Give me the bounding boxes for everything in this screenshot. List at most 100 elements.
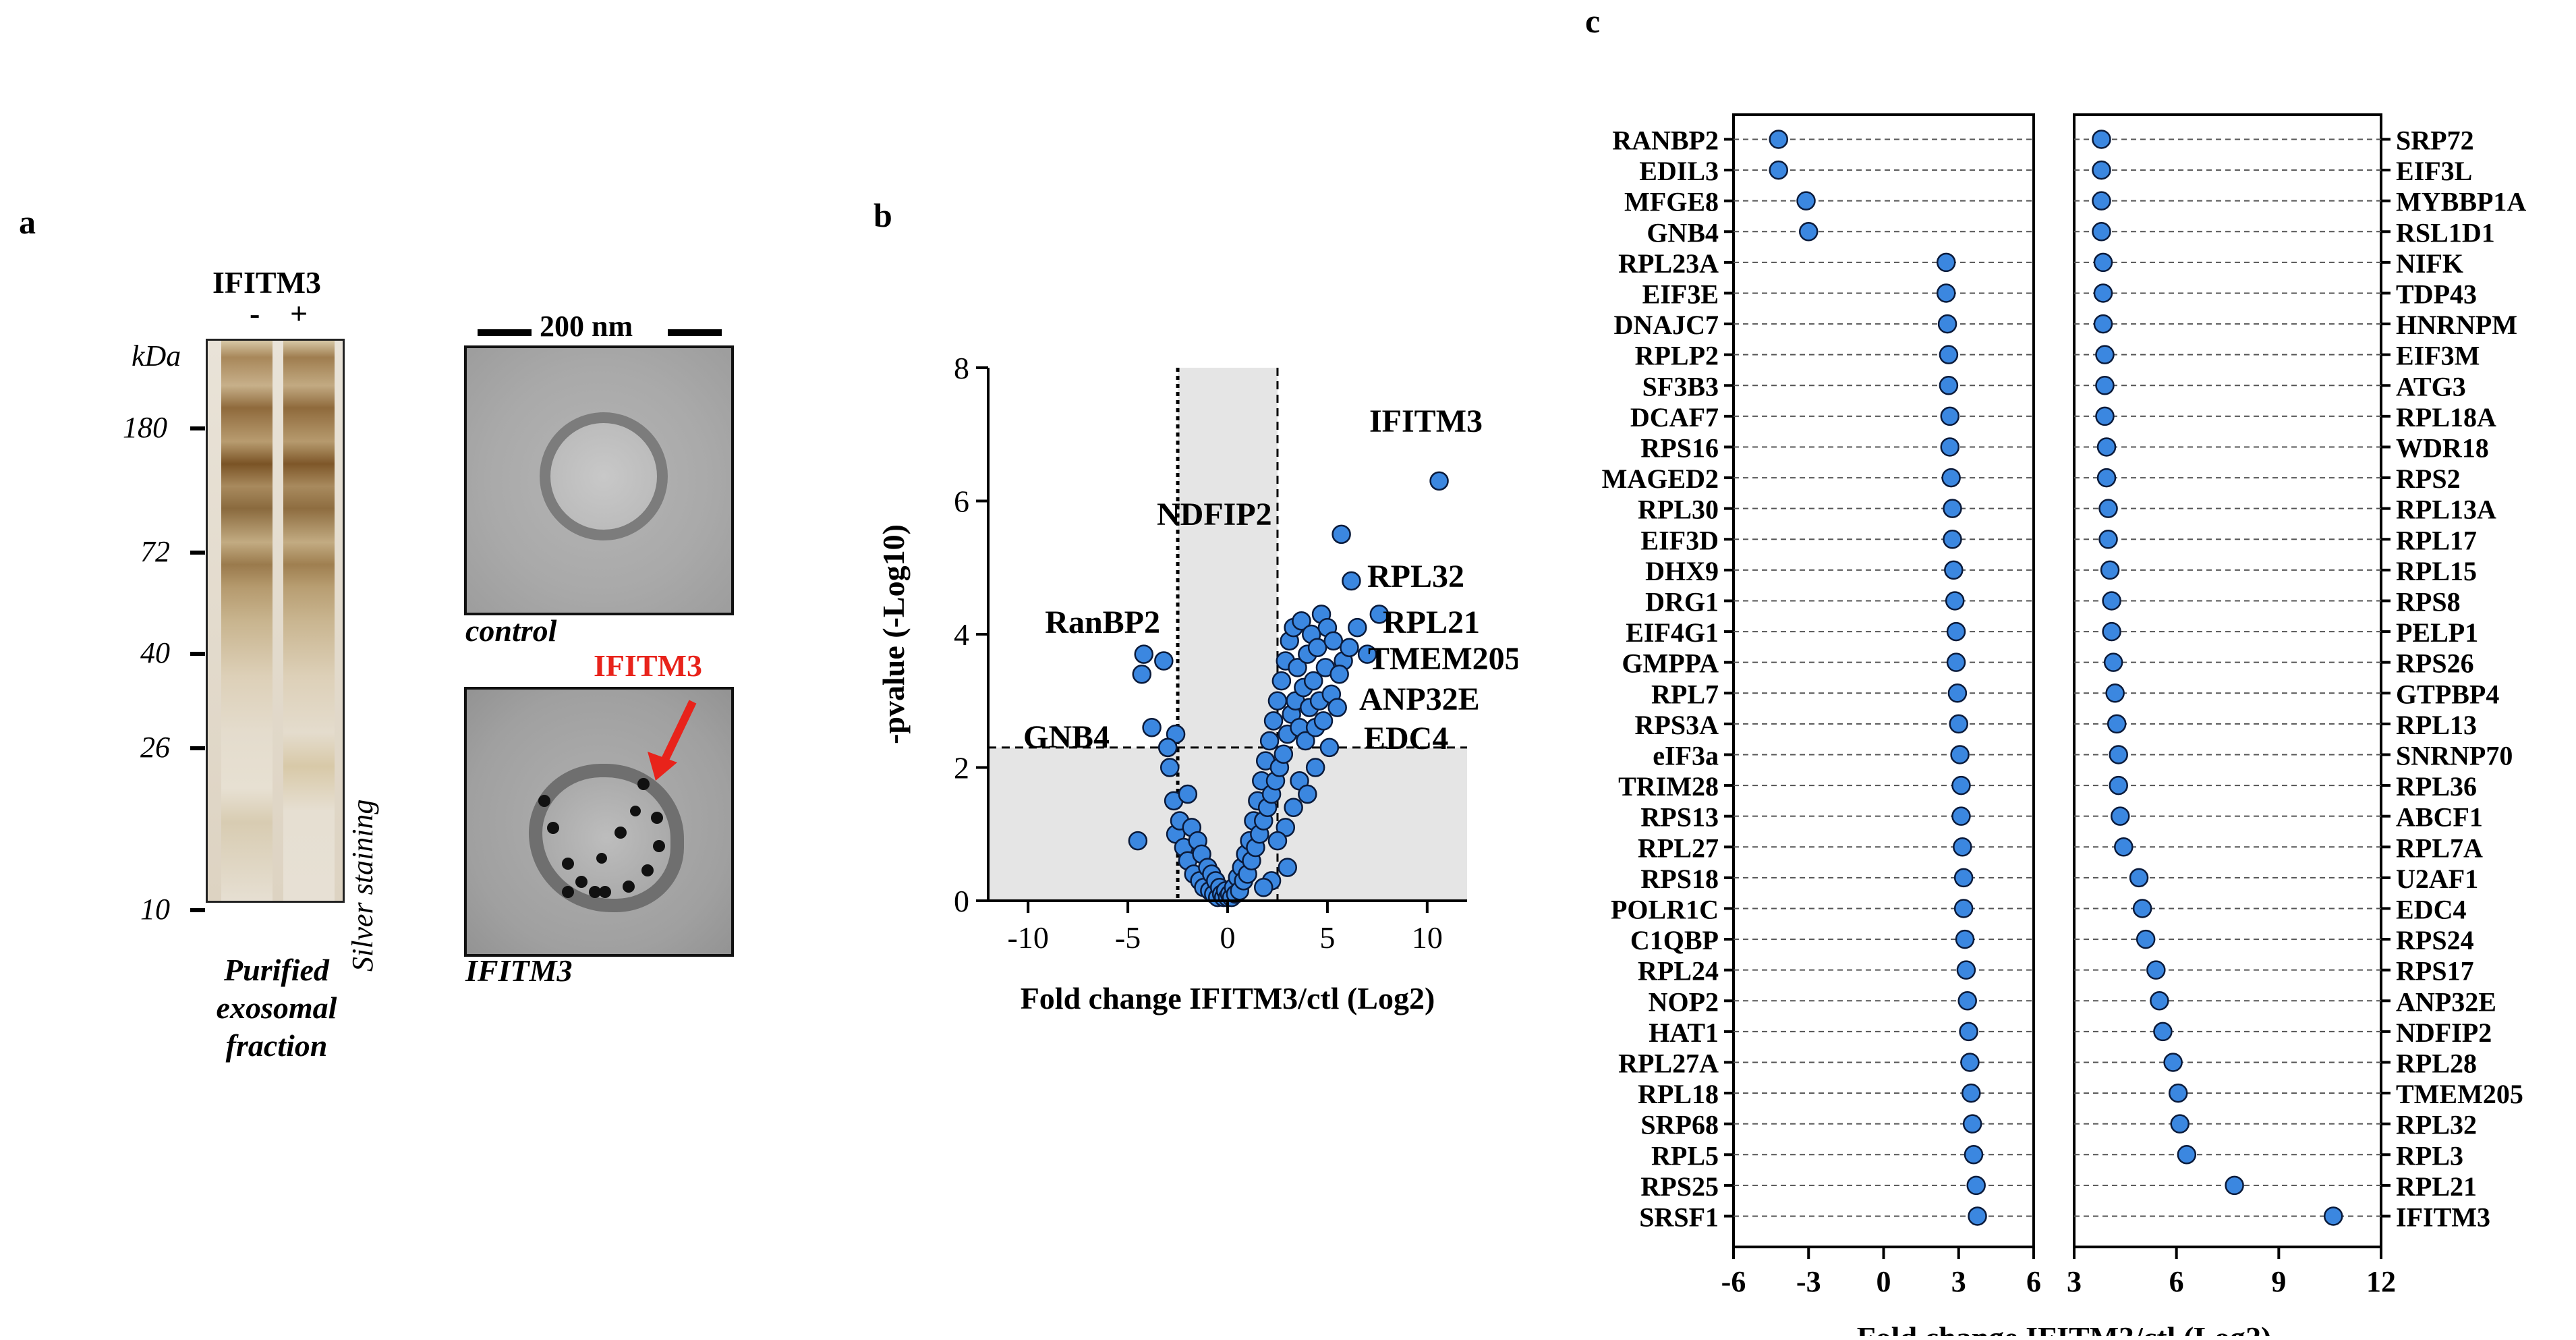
gene-label-rps3a: RPS3A [1635, 710, 1719, 740]
dot-rps26 [2103, 652, 2123, 672]
lane-plus-label: + [290, 296, 308, 331]
y-tick-label-2: 2 [954, 751, 969, 785]
dot-plot-left: RANBP2EDIL3MFGE8GNB4RPL23AEIF3EDNAJC7RPL… [1602, 113, 2041, 1298]
em-image-ifitm3 [464, 687, 734, 957]
dot-trim28 [1951, 775, 1971, 795]
gel-lane-plus [283, 341, 335, 901]
gene-label-edc4: EDC4 [2396, 894, 2466, 924]
dot-left-xtick-label-0: 0 [1877, 1265, 1891, 1298]
gene-label-rpl23a: RPL23A [1618, 248, 1719, 279]
dot-dcaf7 [1940, 406, 1960, 426]
gene-label-rsl1d1: RSL1D1 [2396, 217, 2495, 248]
dot-gmppa [1946, 652, 1966, 672]
low-significance-shade [988, 747, 1467, 901]
gene-label-rpl24: RPL24 [1638, 956, 1719, 986]
gel-caption-line-1: Purified [224, 953, 329, 987]
panel-letter-b: b [874, 196, 892, 234]
dot-gnb4 [1799, 222, 1819, 242]
dot-rpl18a [2095, 406, 2115, 426]
gel-caption-line-3: fraction [225, 1028, 328, 1063]
volcano-point-5 [1160, 758, 1180, 777]
volcano-y-axis-label: -pvalue (-Log10) [876, 524, 911, 744]
label-ndfip2: NDFIP2 [1157, 497, 1272, 532]
dot-right-xtick-label-3: 3 [2067, 1265, 2082, 1298]
dot-dnajc7 [1937, 314, 1957, 334]
volcano-point-88 [1298, 784, 1317, 804]
dot-rps16 [1940, 437, 1960, 457]
gene-label-srp72: SRP72 [2396, 125, 2474, 155]
gene-label-rpl36: RPL36 [2396, 771, 2477, 802]
label-rpl32: RPL32 [1367, 559, 1464, 594]
label-edc4: EDC4 [1364, 721, 1448, 756]
gene-label-srsf1: SRSF1 [1639, 1202, 1719, 1232]
gene-label-nop2: NOP2 [1649, 986, 1719, 1017]
volcano-point-89 [1305, 758, 1325, 777]
scale-bar-label: 200 nm [540, 310, 633, 343]
volcano-point-54 [1267, 691, 1288, 710]
gene-label-anp32e: ANP32E [2396, 986, 2496, 1017]
dot-plot-panel-c: RANBP2EDIL3MFGE8GNB4RPL23AEIF3EDNAJC7RPL… [1602, 113, 2526, 1336]
dot-eif3l [2092, 160, 2111, 180]
dot-eif3m [2095, 345, 2115, 364]
dot-rpl17 [2098, 530, 2118, 549]
dot-pelp1 [2102, 621, 2121, 642]
dot-c1qbp [1955, 929, 1975, 949]
dot-u2af1 [2129, 868, 2149, 888]
gel-caption: Purified exosomal fraction [202, 951, 351, 1065]
gene-label-ranbp2: RANBP2 [1612, 125, 1719, 155]
dot-rpl21 [2225, 1175, 2244, 1196]
gene-label-ndfip2: NDFIP2 [2396, 1017, 2492, 1048]
gene-label-rpl27: RPL27 [1638, 833, 1719, 863]
dot-rpl7a [2114, 837, 2134, 857]
dot-wdr18 [2096, 437, 2117, 457]
gene-label-rpl27a: RPL27A [1618, 1048, 1719, 1078]
gene-label-rpl17: RPL17 [2396, 525, 2477, 555]
dot-nifk [2093, 252, 2113, 273]
volcano-labeled-point-6 [1319, 737, 1340, 758]
gene-label-gtpbp4: GTPBP4 [2396, 679, 2499, 709]
volcano-point-1 [1132, 665, 1152, 684]
x-tick-label-10: 10 [1412, 920, 1443, 955]
gene-label-drg1: DRG1 [1645, 586, 1719, 617]
gel-caption-line-2: exosomal [216, 990, 337, 1025]
volcano-labeled-point-8 [1158, 737, 1178, 758]
dot-dhx9 [1944, 560, 1964, 580]
volcano-point-94 [1254, 878, 1273, 897]
gene-label-tmem205: TMEM205 [2396, 1079, 2523, 1109]
gene-label-rps25: RPS25 [1640, 1171, 1719, 1202]
volcano-labeled-point-3 [1369, 605, 1390, 624]
volcano-point-77 [1313, 711, 1334, 731]
dot-rpl7 [1947, 683, 1968, 703]
volcano-point-57 [1273, 744, 1294, 764]
dot-left-frame [1732, 113, 2035, 1249]
dot-rpl23a [1936, 252, 1956, 273]
dot-atg3 [2095, 376, 2115, 395]
label-rpl21: RPL21 [1383, 605, 1480, 640]
em-control-label: control [465, 613, 557, 648]
em-image-control [464, 345, 734, 615]
gene-label-rpl18a: RPL18A [2396, 402, 2496, 432]
dot-edc4 [2132, 899, 2152, 918]
dot-edil3 [1769, 160, 1788, 180]
gene-label-polr1c: POLR1C [1611, 894, 1719, 924]
marker-tick-72 [190, 551, 205, 555]
gel-lane-minus [221, 341, 273, 901]
dot-rsl1d1 [2092, 222, 2111, 242]
gene-label-rpl7a: RPL7A [2396, 833, 2483, 863]
gene-label-mfge8: MFGE8 [1624, 187, 1719, 217]
dot-rpl15 [2100, 560, 2120, 580]
gene-label-gnb4: GNB4 [1647, 217, 1719, 248]
label-gnb4: GNB4 [1023, 719, 1110, 755]
silver-stained-gel [206, 339, 345, 903]
panel-letter-c: c [1585, 2, 1601, 40]
marker-26: 26 [140, 731, 170, 764]
marker-tick-40 [190, 652, 205, 656]
gene-label-rpl28: RPL28 [2396, 1048, 2477, 1078]
red-arrow-icon [648, 700, 697, 781]
gene-label-rps13: RPS13 [1640, 802, 1719, 833]
gene-label-wdr18: WDR18 [2396, 432, 2489, 463]
dot-rps18 [1953, 868, 1974, 888]
volcano-labeled-point-1 [1332, 524, 1351, 545]
volcano-point-84 [1348, 617, 1367, 638]
volcano-points [1128, 471, 1449, 908]
